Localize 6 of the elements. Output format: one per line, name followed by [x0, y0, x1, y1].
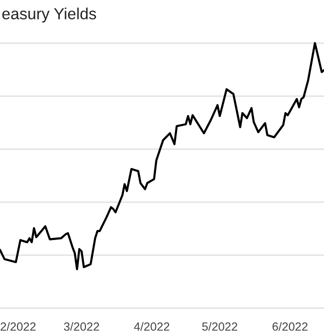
chart-title: easury Yields: [2, 8, 96, 23]
x-tick-label: 3/2022: [64, 322, 100, 331]
x-tick-label: 2/2022: [0, 322, 36, 331]
x-tick-label: 6/2022: [272, 322, 308, 331]
x-tick-label: 4/2022: [134, 322, 170, 331]
x-tick-label: 5/2022: [202, 322, 238, 331]
